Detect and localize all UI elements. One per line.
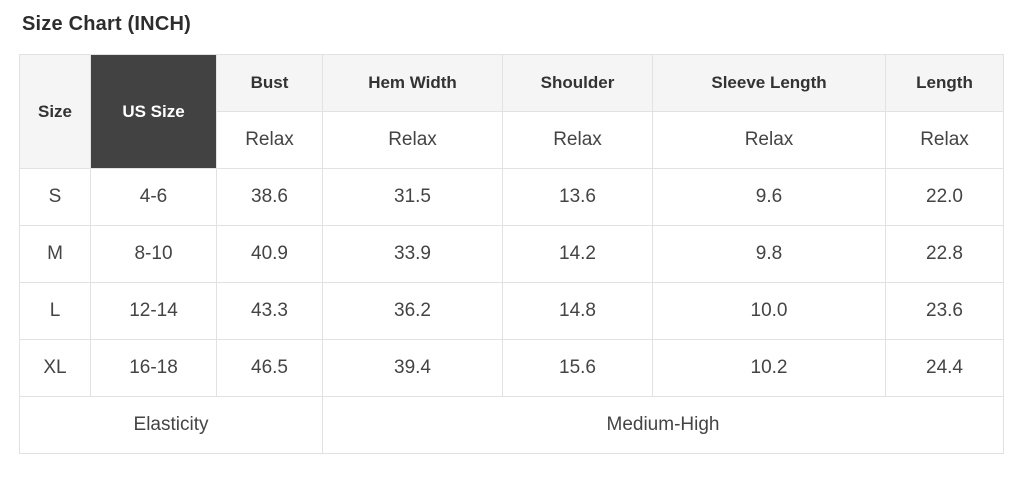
column-header-shoulder: Shoulder [502, 54, 653, 112]
header-row-labels: Size US Size Bust Hem Width Shoulder Sle… [19, 54, 1004, 169]
column-header-length: Length [885, 54, 1004, 112]
sleeve-length-cell: 9.6 [652, 168, 886, 226]
header-row-fit: Relax Relax Relax Relax Relax [20, 111, 1004, 169]
us-size-cell: 8-10 [90, 225, 217, 283]
table-row-s: S 4-6 38.6 31.5 13.6 9.6 22.0 [19, 168, 1004, 226]
size-cell: S [19, 168, 91, 226]
hem-width-cell: 36.2 [322, 282, 503, 340]
hem-width-cell: 39.4 [322, 339, 503, 397]
length-cell: 22.0 [885, 168, 1004, 226]
table-row-m: M 8-10 40.9 33.9 14.2 9.8 22.8 [19, 225, 1004, 283]
shoulder-cell: 14.8 [502, 282, 653, 340]
table-row-l: L 12-14 43.3 36.2 14.8 10.0 23.6 [19, 282, 1004, 340]
hem-width-cell: 33.9 [322, 225, 503, 283]
shoulder-cell: 14.2 [502, 225, 653, 283]
fit-cell-shoulder: Relax [502, 111, 653, 169]
fit-cell-sleeve-length: Relax [652, 111, 886, 169]
column-header-bust: Bust [216, 54, 323, 112]
column-header-us-size: US Size [90, 54, 217, 169]
shoulder-cell: 15.6 [502, 339, 653, 397]
size-cell: L [19, 282, 91, 340]
footer-row-elasticity: Elasticity Medium-High [19, 396, 1004, 454]
bust-cell: 43.3 [216, 282, 323, 340]
length-cell: 24.4 [885, 339, 1004, 397]
length-cell: 22.8 [885, 225, 1004, 283]
sleeve-length-cell: 10.2 [652, 339, 886, 397]
us-size-cell: 16-18 [90, 339, 217, 397]
column-header-sleeve-length: Sleeve Length [652, 54, 886, 112]
fit-cell-bust: Relax [216, 111, 323, 169]
bust-cell: 46.5 [216, 339, 323, 397]
table-row-xl: XL 16-18 46.5 39.4 15.6 10.2 24.4 [19, 339, 1004, 397]
bust-cell: 38.6 [216, 168, 323, 226]
sleeve-length-cell: 9.8 [652, 225, 886, 283]
us-size-cell: 12-14 [90, 282, 217, 340]
elasticity-value-cell: Medium-High [322, 396, 1004, 454]
shoulder-cell: 13.6 [502, 168, 653, 226]
fit-cell-length: Relax [885, 111, 1004, 169]
elasticity-label-cell: Elasticity [19, 396, 323, 454]
sleeve-length-cell: 10.0 [652, 282, 886, 340]
fit-cell-hem-width: Relax [322, 111, 503, 169]
column-header-size: Size [19, 54, 91, 169]
bust-cell: 40.9 [216, 225, 323, 283]
length-cell: 23.6 [885, 282, 1004, 340]
column-header-hem-width: Hem Width [322, 54, 503, 112]
size-cell: XL [19, 339, 91, 397]
hem-width-cell: 31.5 [322, 168, 503, 226]
page-title: Size Chart (INCH) [22, 13, 191, 35]
size-cell: M [19, 225, 91, 283]
us-size-cell: 4-6 [90, 168, 217, 226]
size-chart-table: Size US Size Bust Hem Width Shoulder Sle… [19, 54, 1004, 454]
